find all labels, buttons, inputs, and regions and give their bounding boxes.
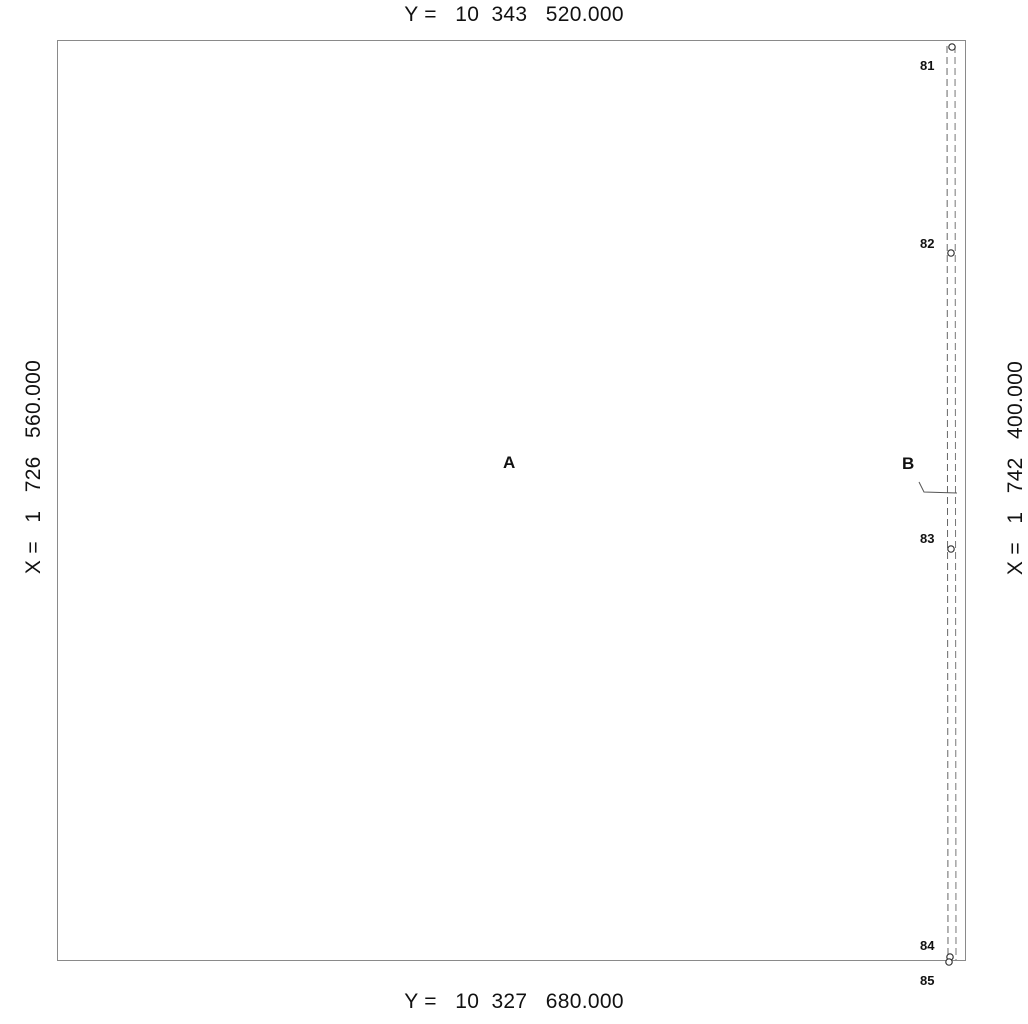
y-coordinate-bottom: Y = 10 327 680.000 — [404, 990, 624, 1013]
map-frame — [57, 40, 966, 961]
boundary-line-inner — [946, 45, 949, 961]
survey-point-82-marker — [947, 249, 955, 257]
point-label-84: 84 — [920, 938, 935, 953]
parcel-b-label: B — [902, 454, 914, 473]
parcel-b-leader — [918, 481, 958, 494]
y-coordinate-top: Y = 10 343 520.000 — [404, 3, 624, 26]
parcel-a-label: A — [503, 453, 515, 472]
survey-point-81-marker — [948, 43, 956, 51]
survey-point-83-marker — [947, 545, 955, 553]
point-label-85: 85 — [920, 973, 934, 988]
point-label-81: 81 — [920, 58, 934, 73]
survey-point-85-marker — [945, 958, 953, 966]
boundary-line-outer — [954, 45, 957, 961]
point-label-82: 82 — [920, 236, 934, 251]
point-label-83: 83 — [920, 531, 934, 546]
